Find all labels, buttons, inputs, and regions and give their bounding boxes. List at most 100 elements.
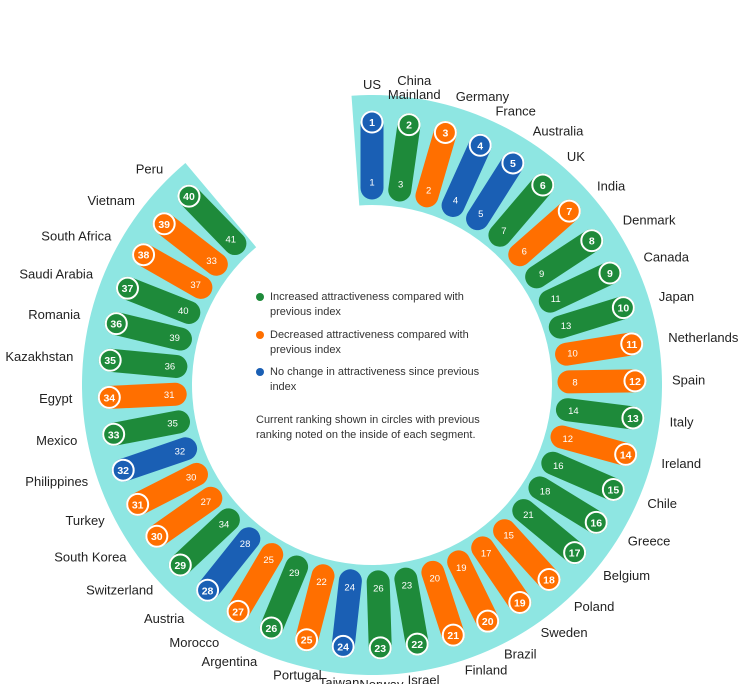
rank-badge-27 (226, 599, 250, 623)
rank-badge-34 (97, 385, 121, 409)
country-label-21: Finland (465, 662, 508, 677)
country-label-14: Ireland (661, 456, 701, 471)
rank-badge-9 (598, 261, 622, 285)
previous-rank-12: 8 (572, 377, 577, 388)
country-label-6: UK (567, 149, 585, 164)
country-label-33: Mexico (36, 433, 77, 448)
rank-badge-39 (152, 212, 176, 236)
country-label-31: Turkey (65, 513, 105, 528)
previous-rank-35: 36 (165, 361, 176, 372)
previous-rank-4: 4 (453, 195, 458, 206)
rank-badge-32 (111, 458, 135, 482)
rank-badge-10 (611, 296, 635, 320)
rank-number-14: 14 (620, 449, 632, 461)
country-label-11: Netherlands (668, 330, 739, 345)
previous-rank-34: 31 (164, 390, 175, 401)
country-label-27: Morocco (169, 635, 219, 650)
country-label-26: Argentina (202, 654, 258, 669)
rank-badge-11 (620, 332, 644, 356)
legend-item-decreased: Decreased attractiveness compared with p… (256, 328, 501, 358)
rank-badge-16 (584, 510, 608, 534)
rank-number-17: 17 (569, 548, 581, 560)
previous-rank-16: 18 (540, 487, 551, 498)
country-label-39: Vietnam (87, 193, 134, 208)
previous-rank-2: 3 (398, 180, 403, 191)
rank-number-6: 6 (540, 180, 546, 192)
legend-dot-decreased (256, 330, 264, 339)
rank-number-36: 36 (110, 319, 122, 331)
legend: Increased attractiveness compared with p… (256, 290, 501, 443)
country-label-3: Germany (456, 89, 510, 104)
previous-rank-31: 30 (186, 473, 197, 484)
rank-number-29: 29 (174, 560, 186, 572)
rank-number-20: 20 (482, 616, 494, 628)
rank-badge-22 (405, 632, 429, 656)
previous-rank-6: 7 (501, 226, 506, 237)
previous-rank-13: 14 (568, 406, 579, 417)
rank-number-37: 37 (122, 283, 134, 295)
previous-rank-15: 16 (553, 461, 564, 472)
rank-badge-20 (476, 609, 500, 633)
rank-number-21: 21 (447, 630, 459, 642)
rank-number-12: 12 (629, 376, 641, 388)
previous-rank-8: 9 (539, 269, 544, 280)
rank-number-11: 11 (626, 339, 637, 351)
rank-badge-6 (531, 173, 555, 197)
chart-note: Current ranking shown in circles with pr… (256, 414, 480, 441)
country-label-8: Denmark (623, 212, 676, 227)
previous-rank-30: 27 (201, 497, 212, 508)
rank-number-19: 19 (514, 598, 526, 610)
country-label-19: Sweden (541, 625, 588, 640)
rank-number-38: 38 (138, 250, 150, 262)
previous-rank-23: 26 (373, 583, 384, 594)
rank-badge-28 (196, 578, 220, 602)
rank-number-16: 16 (590, 517, 602, 529)
country-label-29: Switzerland (86, 582, 153, 597)
legend-text-increased: Increased attractiveness compared with p… (270, 291, 464, 318)
previous-rank-27: 25 (263, 555, 274, 566)
rank-number-24: 24 (337, 641, 349, 653)
previous-rank-33: 35 (167, 419, 178, 430)
rank-number-28: 28 (202, 585, 214, 597)
previous-rank-38: 37 (190, 280, 201, 291)
country-label-24: Taiwan (319, 675, 359, 684)
rank-badge-3 (433, 120, 457, 144)
previous-rank-7: 6 (522, 246, 527, 257)
rank-badge-18 (537, 568, 561, 592)
rank-number-34: 34 (103, 392, 115, 404)
rank-badge-26 (259, 616, 283, 640)
rank-number-27: 27 (232, 606, 244, 618)
previous-rank-18: 15 (503, 531, 514, 542)
rank-badge-19 (508, 591, 532, 615)
legend-item-increased: Increased attractiveness compared with p… (256, 290, 501, 320)
rank-badge-21 (441, 623, 465, 647)
rank-number-40: 40 (183, 191, 195, 203)
country-label-32: Philippines (25, 474, 88, 489)
country-label-36: Romania (28, 307, 81, 322)
rank-badge-14 (614, 442, 638, 466)
country-label-25: Portugal (273, 668, 322, 683)
country-label-35: Kazakhstan (5, 349, 73, 364)
previous-rank-24: 24 (344, 582, 355, 593)
country-label-5: Australia (533, 124, 584, 139)
rank-badge-24 (331, 634, 355, 658)
rank-number-9: 9 (607, 268, 613, 280)
rank-number-33: 33 (108, 429, 120, 441)
country-label-16: Greece (628, 534, 671, 549)
country-label-4: France (495, 104, 535, 119)
previous-rank-1: 1 (369, 178, 374, 189)
rank-badge-17 (563, 541, 587, 565)
rank-badge-33 (102, 422, 126, 446)
country-label-34: Egypt (39, 391, 73, 406)
previous-rank-32: 32 (175, 446, 186, 457)
rank-badge-7 (557, 199, 581, 223)
rank-number-7: 7 (566, 206, 572, 218)
country-label-22: Israel (408, 673, 440, 684)
country-label-7: India (597, 179, 626, 194)
country-label-37: Saudi Arabia (19, 267, 93, 282)
rank-badge-35 (98, 348, 122, 372)
country-label-2: China Mainland (388, 73, 441, 102)
previous-rank-5: 5 (478, 209, 483, 220)
rank-number-31: 31 (132, 499, 144, 511)
